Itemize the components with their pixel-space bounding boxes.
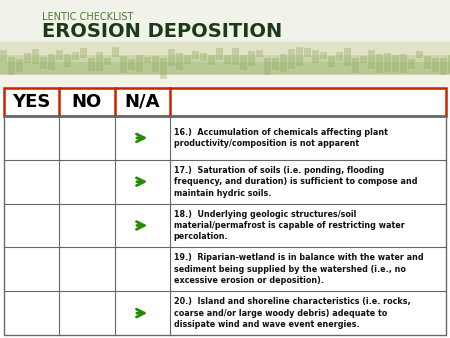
Bar bbox=[200, 53, 207, 61]
Bar bbox=[440, 58, 447, 75]
Text: YES: YES bbox=[13, 93, 51, 111]
Bar bbox=[80, 48, 87, 58]
Bar bbox=[240, 55, 247, 70]
Bar bbox=[328, 56, 335, 67]
Bar bbox=[248, 51, 255, 66]
Bar bbox=[40, 57, 47, 69]
Bar bbox=[320, 52, 327, 59]
Bar bbox=[144, 57, 151, 63]
Text: EROSION DEPOSITION: EROSION DEPOSITION bbox=[42, 22, 282, 41]
Bar bbox=[272, 58, 279, 70]
Bar bbox=[184, 55, 191, 64]
Text: NO: NO bbox=[72, 93, 102, 111]
Bar bbox=[56, 50, 63, 60]
Bar bbox=[312, 50, 319, 63]
Bar bbox=[0, 40, 450, 75]
Bar bbox=[24, 53, 31, 63]
Bar bbox=[408, 59, 415, 69]
Bar bbox=[256, 50, 263, 57]
Bar bbox=[304, 48, 311, 57]
Text: 17.)  Saturation of soils (i.e. ponding, flooding
frequency, and duration) is su: 17.) Saturation of soils (i.e. ponding, … bbox=[174, 166, 417, 198]
Bar bbox=[344, 48, 351, 66]
Bar bbox=[120, 56, 127, 73]
Bar bbox=[16, 59, 23, 72]
Bar bbox=[4, 88, 446, 116]
Bar bbox=[152, 56, 159, 72]
Bar bbox=[296, 47, 303, 66]
Bar bbox=[216, 48, 223, 60]
Bar bbox=[0, 50, 7, 62]
Bar bbox=[424, 56, 431, 69]
Bar bbox=[160, 58, 167, 79]
Text: 19.)  Riparian-wetland is in balance with the water and
sediment being supplied : 19.) Riparian-wetland is in balance with… bbox=[174, 254, 423, 285]
Bar bbox=[232, 48, 239, 65]
Bar bbox=[384, 53, 391, 72]
Bar bbox=[72, 52, 79, 60]
Bar bbox=[0, 62, 450, 74]
Bar bbox=[104, 58, 111, 65]
Bar bbox=[88, 58, 95, 71]
Text: 20.)  Island and shoreline characteristics (i.e. rocks,
coarse and/or large wood: 20.) Island and shoreline characteristic… bbox=[174, 297, 410, 329]
Bar bbox=[376, 54, 383, 73]
Bar bbox=[400, 54, 407, 73]
Bar bbox=[208, 55, 215, 65]
Bar bbox=[48, 54, 55, 70]
Bar bbox=[224, 55, 231, 64]
Bar bbox=[192, 51, 199, 59]
Text: N/A: N/A bbox=[124, 93, 160, 111]
Bar bbox=[288, 49, 295, 69]
Bar bbox=[368, 50, 375, 69]
Text: 16.)  Accumulation of chemicals affecting plant
productivity/composition is not : 16.) Accumulation of chemicals affecting… bbox=[174, 128, 387, 148]
Bar bbox=[96, 52, 103, 71]
Bar bbox=[432, 58, 439, 72]
Bar bbox=[4, 88, 446, 335]
Bar bbox=[176, 53, 183, 70]
Text: 18.)  Underlying geologic structures/soil
material/permafrost is capable of rest: 18.) Underlying geologic structures/soil… bbox=[174, 210, 405, 241]
Bar bbox=[128, 59, 135, 70]
Bar bbox=[64, 54, 71, 67]
Bar bbox=[336, 52, 343, 61]
Bar bbox=[168, 49, 175, 66]
Bar bbox=[32, 49, 39, 64]
Bar bbox=[0, 0, 450, 42]
Bar bbox=[8, 57, 15, 75]
Bar bbox=[352, 58, 359, 73]
Bar bbox=[416, 51, 423, 58]
Bar bbox=[280, 54, 287, 72]
Bar bbox=[136, 55, 143, 72]
Bar bbox=[0, 0, 450, 88]
Bar bbox=[264, 58, 271, 75]
Bar bbox=[4, 116, 446, 335]
Bar bbox=[448, 55, 450, 73]
Bar bbox=[0, 55, 450, 75]
Text: LENTIC CHECKLIST: LENTIC CHECKLIST bbox=[42, 12, 133, 22]
Bar bbox=[112, 47, 119, 57]
Bar bbox=[360, 56, 367, 63]
Bar bbox=[392, 55, 399, 72]
